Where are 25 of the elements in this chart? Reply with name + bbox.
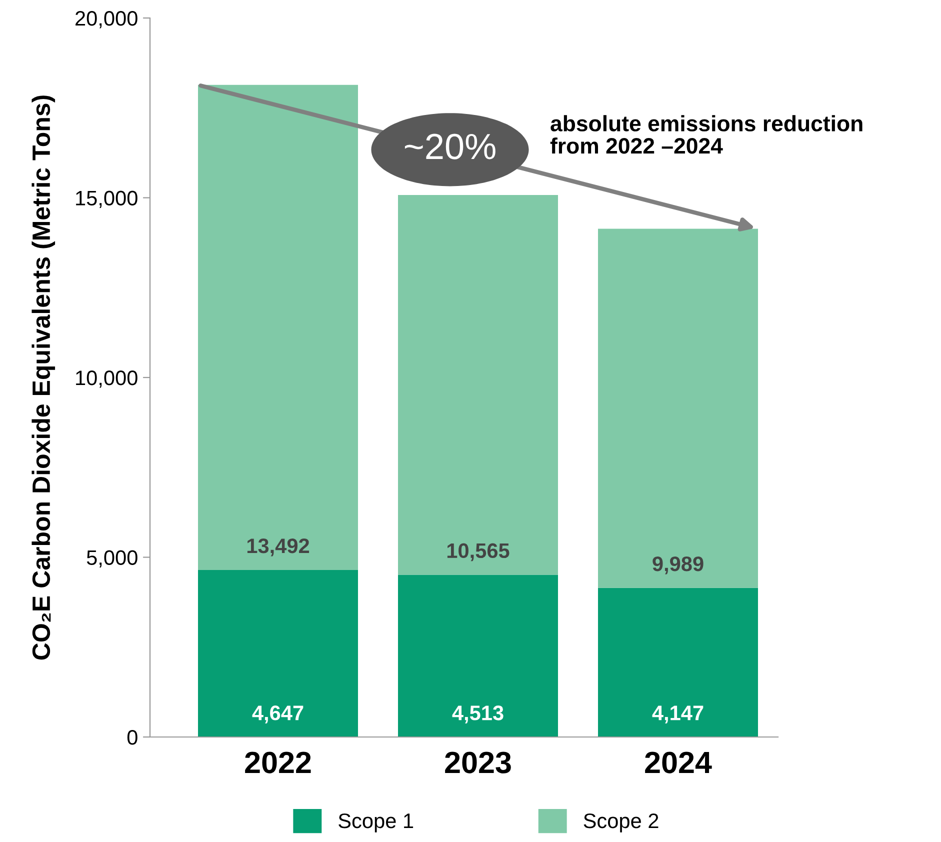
- bar: [398, 194, 558, 575]
- annotation: absolute emissions reduction from 2022 –2024: [550, 115, 862, 154]
- bar: [398, 574, 558, 737]
- legend-label: Scope 2: [584, 813, 658, 832]
- data-label: 4,147: [652, 706, 704, 724]
- bar: [598, 228, 758, 588]
- x-tick-label: 2023: [445, 752, 511, 774]
- data-label: 10,565: [447, 543, 510, 562]
- x-tick-label: 2024: [645, 752, 712, 774]
- legend-label: Scope 1: [338, 813, 414, 832]
- data-label: 13,492: [247, 538, 310, 556]
- y-tick-label: 20,000: [76, 11, 138, 28]
- y-axis-title: CO₂E Carbon Dioxide Equivalents (Metric Tons): [32, 96, 56, 660]
- y-tick-label: 10,000: [76, 370, 138, 388]
- y-tick-label: 15,000: [76, 190, 138, 208]
- bar: [598, 588, 758, 737]
- annotation: ~20%: [404, 134, 496, 160]
- data-label: 4,513: [452, 706, 504, 724]
- x-tick-label: 2022: [245, 752, 311, 774]
- data-label: 4,647: [252, 706, 304, 724]
- bar: [198, 570, 358, 737]
- bar: [198, 84, 358, 570]
- y-tick-label: 0: [127, 730, 138, 745]
- data-label: 9,989: [652, 556, 704, 574]
- y-tick-label: 5,000: [86, 550, 138, 568]
